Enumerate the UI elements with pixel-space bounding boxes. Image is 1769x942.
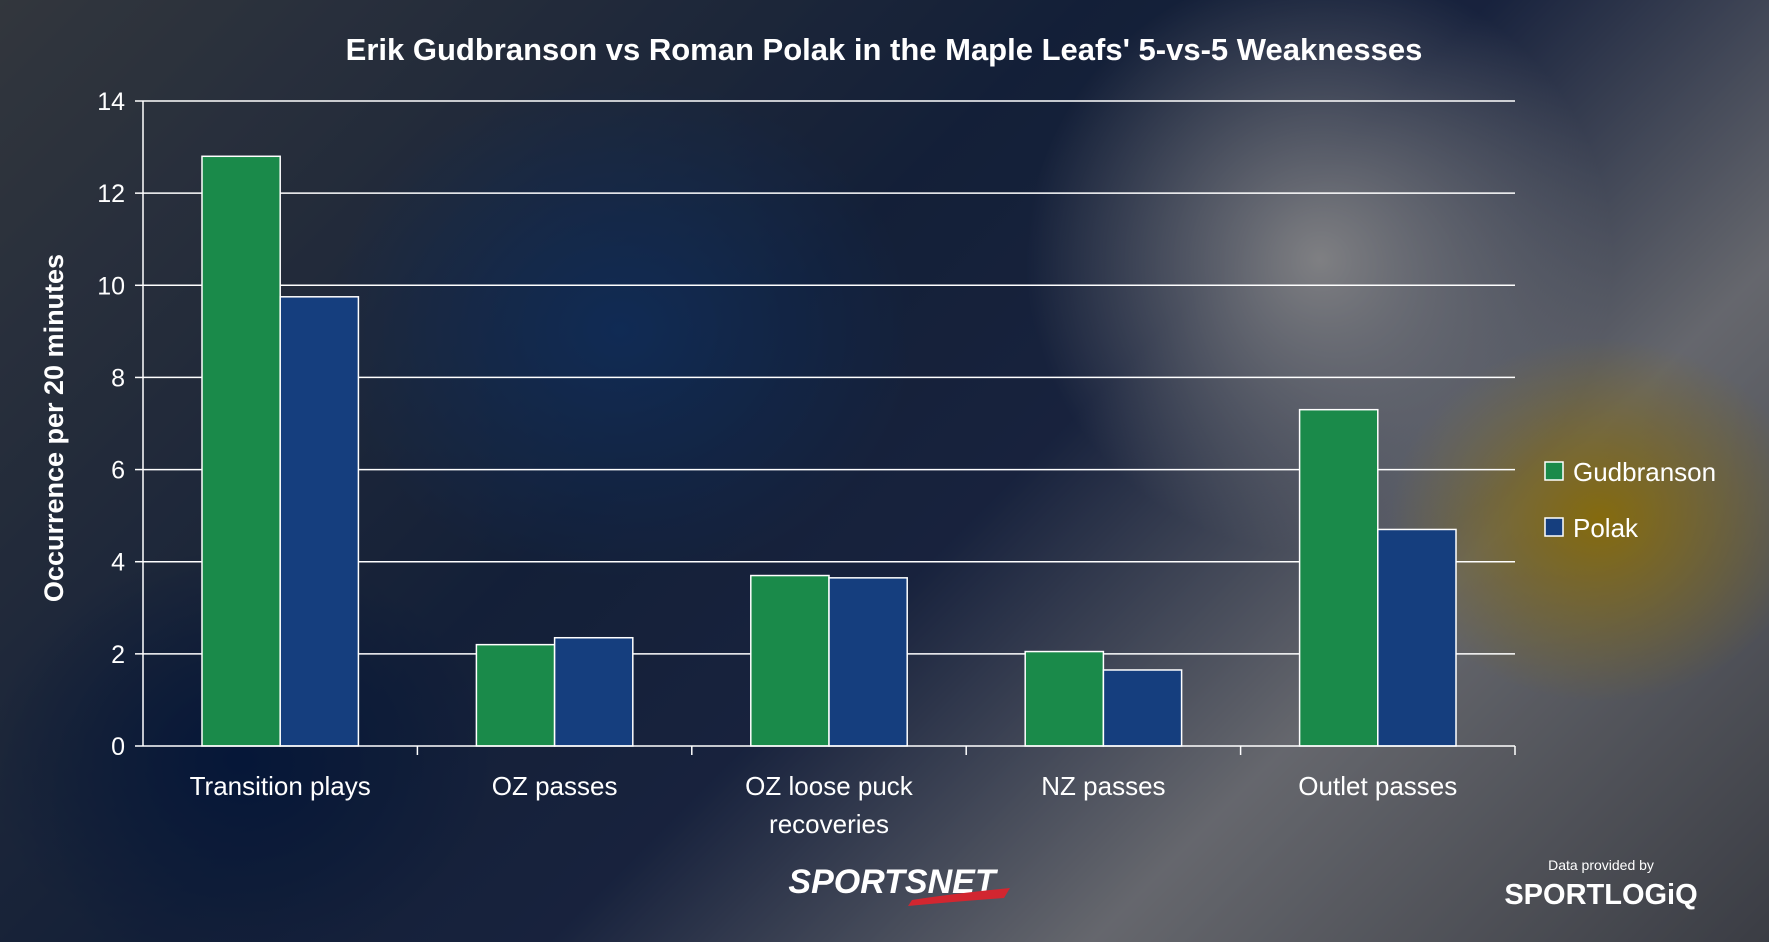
legend-swatch-gudbranson — [1544, 461, 1564, 481]
axes — [135, 100, 1516, 755]
y-tick-label: 2 — [111, 641, 125, 669]
bar-polak-2 — [828, 577, 908, 747]
y-tick-labels: 0 2 4 6 8 10 12 14 — [97, 88, 125, 761]
gridlines — [143, 100, 1515, 655]
bar-polak-3 — [1102, 669, 1183, 747]
category-label: OZ passes — [492, 771, 618, 801]
category-label: Outlet passes — [1298, 771, 1457, 801]
category-label: OZ loose puck — [745, 771, 914, 801]
legend-swatch-polak — [1544, 517, 1564, 537]
y-tick-label: 6 — [111, 457, 125, 485]
bar-gudbranson-4 — [1298, 408, 1379, 747]
bar-polak-0 — [279, 296, 360, 747]
y-tick-label: 8 — [111, 364, 125, 392]
y-axis-label: Occurrence per 20 minutes — [39, 254, 69, 602]
y-tick-label: 12 — [97, 180, 125, 208]
bar-gudbranson-2 — [750, 574, 830, 747]
bars — [201, 155, 1457, 747]
sportlogiq-logo-text: SPORTLOGiQ — [1504, 879, 1697, 911]
bar-gudbranson-3 — [1024, 650, 1105, 747]
legend: Gudbranson Polak — [1544, 457, 1716, 543]
y-tick-label: 4 — [111, 549, 125, 577]
category-label: recoveries — [769, 809, 889, 839]
y-tick-label: 0 — [111, 733, 125, 761]
sportsnet-swoosh-icon — [908, 888, 1010, 906]
bar-gudbranson-1 — [475, 643, 556, 747]
data-provided-by-text: Data provided by — [1548, 857, 1654, 873]
bar-polak-4 — [1377, 528, 1457, 747]
y-tick-label: 14 — [97, 88, 125, 116]
sportsnet-logo: SPORTSNET — [788, 863, 1010, 906]
bar-gudbranson-0 — [201, 155, 281, 747]
category-label: NZ passes — [1041, 771, 1165, 801]
sportlogiq-credit: Data provided by SPORTLOGiQ — [1504, 857, 1697, 911]
bar-polak-1 — [553, 636, 634, 747]
legend-label-polak: Polak — [1573, 513, 1639, 543]
legend-label-gudbranson: Gudbranson — [1573, 457, 1716, 487]
category-label: Transition plays — [190, 771, 371, 801]
chart-title: Erik Gudbranson vs Roman Polak in the Ma… — [346, 32, 1423, 67]
category-labels: Transition plays OZ passes OZ loose puck re… — [190, 771, 1458, 839]
y-tick-label: 10 — [97, 272, 125, 300]
